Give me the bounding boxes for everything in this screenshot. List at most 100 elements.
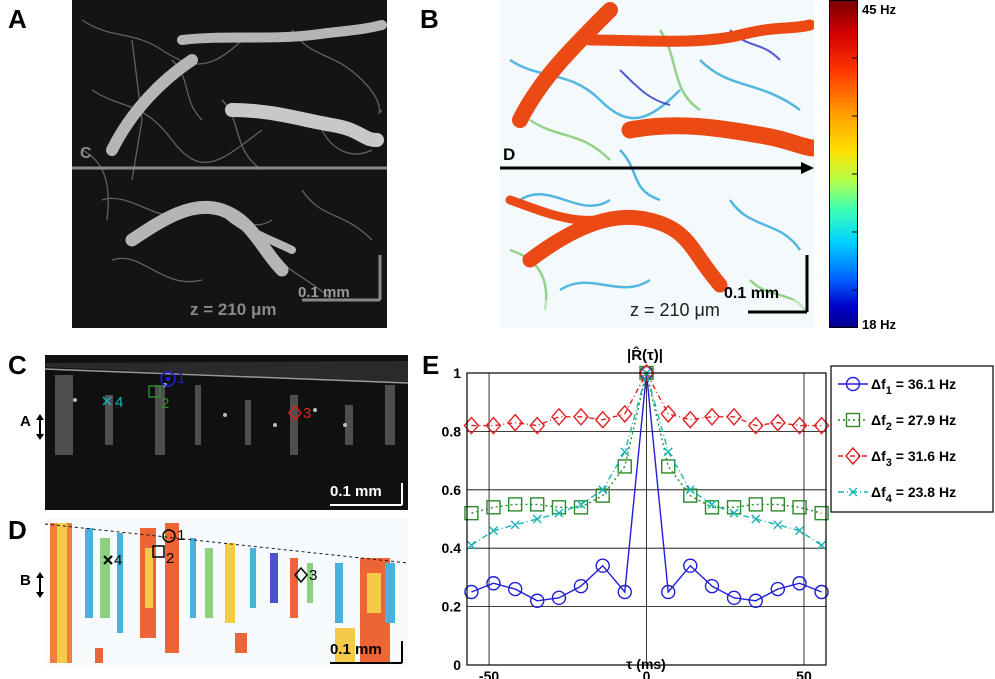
data-point xyxy=(507,497,523,512)
panel-a-line-label: C xyxy=(80,145,92,162)
data-point xyxy=(707,499,717,509)
panel-d-marker-1 xyxy=(162,529,176,543)
data-point xyxy=(726,407,742,426)
chart-legend-box xyxy=(830,365,994,513)
panel-label-b: B xyxy=(420,4,439,34)
data-point xyxy=(638,363,655,383)
data-point xyxy=(594,410,611,429)
data-point xyxy=(617,459,632,474)
legend-marker xyxy=(845,376,861,392)
panel-a-image: C 0.1 mm z = 210 μm xyxy=(72,0,387,328)
panel-a-scale-bar-label: 0.1 mm xyxy=(298,284,350,301)
chart-title: |R̂(τ)| xyxy=(627,345,663,364)
panel-d-marker-2 xyxy=(152,545,165,558)
colorbar-ticks xyxy=(852,57,858,291)
panel-b-image: D 0.1 mm z = 210 μm xyxy=(500,0,814,328)
data-point xyxy=(576,499,586,509)
panel-d-marker-2-label: 2 xyxy=(166,550,175,567)
colorbar xyxy=(829,0,858,328)
data-point xyxy=(814,584,829,600)
series-line xyxy=(471,372,822,514)
panel-c-depth-marker-label: A xyxy=(20,413,31,430)
panel-c-scale-bar-label: 0.1 mm xyxy=(330,483,382,500)
panel-label-a: A xyxy=(8,4,27,34)
chart-legend: Δf1 = 36.1 Hz Δf2 = 27.9 Hz Δf3 = 31.6 Hz Δ… xyxy=(830,365,994,513)
data-point xyxy=(485,416,502,435)
data-point xyxy=(620,447,630,457)
panel-c-marker-2 xyxy=(148,385,161,398)
data-point xyxy=(770,497,786,512)
data-point xyxy=(486,500,501,515)
data-point xyxy=(466,540,476,550)
data-point xyxy=(683,558,698,573)
data-point xyxy=(510,520,520,530)
data-point xyxy=(551,500,567,515)
data-point xyxy=(726,590,742,606)
chart-ticks: 0 0.2 0.4 0.6 0.8 1 -50 0 50 xyxy=(442,365,812,679)
panel-d-marker-4 xyxy=(103,555,113,565)
data-point xyxy=(704,578,720,594)
panel-c-marker-3-label: 3 xyxy=(303,405,312,422)
panel-c-depth-arrow xyxy=(36,414,44,440)
panel-c-marker-4-label: 4 xyxy=(115,394,124,411)
y-tick-label: 0.8 xyxy=(442,423,462,439)
panel-b-depth-label: z = 210 μm xyxy=(630,300,720,320)
panel-c-marker-1 xyxy=(160,371,176,387)
panel-d-marker-3 xyxy=(294,566,308,584)
panel-c-marker-1-label: 1 xyxy=(177,370,186,387)
data-point xyxy=(532,514,542,524)
x-tick-label: 50 xyxy=(796,668,812,679)
panel-label-d: D xyxy=(8,515,27,545)
legend-entry-3: Δf3 = 31.6 Hz xyxy=(871,448,956,469)
panel-d-marker-1-label: 1 xyxy=(177,527,186,544)
data-point xyxy=(661,459,676,474)
legend-entry-4: Δf4 = 23.8 Hz xyxy=(871,484,956,505)
data-point xyxy=(464,584,479,600)
data-point xyxy=(729,508,739,518)
legend-marker xyxy=(845,412,861,428)
chart-gridlines xyxy=(467,372,826,666)
y-tick-label: 0.6 xyxy=(442,482,462,498)
data-point xyxy=(792,500,807,515)
data-point xyxy=(554,508,564,518)
chart-x-axis-label: τ (ms) xyxy=(626,656,666,672)
panel-c-marker-4 xyxy=(102,396,112,406)
legend-entry-1: Δf1 = 36.1 Hz xyxy=(871,376,956,397)
data-point xyxy=(795,526,805,536)
panel-c-image: 1 2 3 4 0.1 mm xyxy=(45,355,408,510)
legend-entry-2: Δf2 = 27.9 Hz xyxy=(871,412,956,433)
panel-d-marker-4-label: 4 xyxy=(114,552,123,569)
colorbar-max-label: 45 Hz xyxy=(862,2,896,17)
data-point xyxy=(770,581,786,597)
panel-d-depth-marker-label: B xyxy=(20,572,31,589)
panel-d-depth-arrow xyxy=(36,572,44,598)
data-point xyxy=(573,578,589,594)
data-point xyxy=(617,584,632,600)
data-point xyxy=(598,485,608,495)
data-point xyxy=(551,590,567,606)
colorbar-min-label: 18 Hz xyxy=(862,317,896,332)
panel-b-line-label: D xyxy=(503,145,516,164)
data-point xyxy=(704,500,720,515)
x-tick-label: -50 xyxy=(479,668,499,679)
panel-d-scale-bar-label: 0.1 mm xyxy=(330,641,382,658)
data-point xyxy=(661,584,676,600)
panel-label-e: E xyxy=(422,350,440,380)
data-point xyxy=(530,593,545,608)
data-point xyxy=(529,416,546,435)
panel-b-scale-bar-label: 0.1 mm xyxy=(724,285,780,302)
data-point xyxy=(530,497,545,512)
data-point xyxy=(507,413,524,432)
data-point xyxy=(573,407,589,426)
data-point xyxy=(748,593,763,608)
legend-marker xyxy=(848,487,858,497)
data-point xyxy=(595,558,610,573)
data-point xyxy=(769,413,786,432)
panel-d-marker-3-label: 3 xyxy=(309,567,318,584)
data-point xyxy=(792,576,807,591)
data-point xyxy=(791,416,808,435)
data-point xyxy=(464,505,479,521)
data-point xyxy=(748,497,763,512)
data-point xyxy=(747,416,764,435)
